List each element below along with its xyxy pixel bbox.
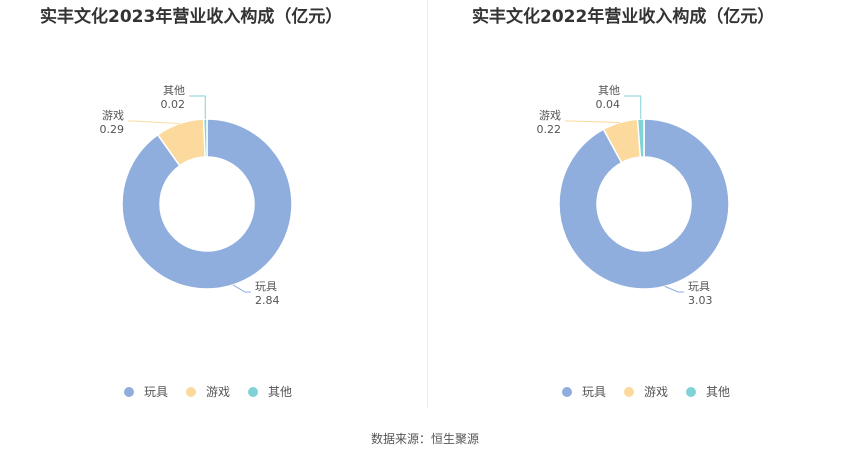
legend-item-other[interactable]: 其他: [248, 383, 292, 400]
donut-chart-2022: 玩具3.03 游戏0.22 其他0.04: [537, 84, 730, 307]
legend-item-games[interactable]: 游戏: [624, 383, 668, 400]
slice-label-value: 0.22: [537, 123, 562, 136]
slice-toys[interactable]: [558, 118, 730, 290]
legend-dot-icon: [686, 386, 697, 397]
slice-label-name: 玩具: [255, 280, 277, 293]
slice-label-value: 0.29: [100, 123, 125, 136]
legend-item-toys[interactable]: 玩具: [124, 383, 168, 400]
legend-dot-icon: [186, 386, 197, 397]
legend-dot-icon: [624, 386, 635, 397]
leader-line: [232, 284, 251, 293]
slice-other[interactable]: [636, 118, 645, 158]
legend-dot-icon: [562, 386, 572, 397]
legend-label: 游戏: [644, 385, 669, 399]
slice-toys[interactable]: [121, 118, 293, 290]
legend-item-games[interactable]: 游戏: [186, 383, 230, 400]
legend-2023: 玩具 游戏 其他: [124, 383, 310, 400]
slice-label-name: 玩具: [688, 280, 710, 293]
chart-title-2023: 实丰文化2023年营业收入构成（亿元）: [40, 7, 343, 27]
data-source-footer: 数据来源：恒生聚源: [370, 432, 479, 446]
slice-label-value: 2.84: [255, 294, 280, 307]
chart-title-2022: 实丰文化2022年营业收入构成（亿元）: [472, 7, 775, 27]
slice-label-value: 0.02: [161, 98, 186, 111]
legend-dot-icon: [124, 386, 134, 397]
chart-divider: [427, 0, 428, 408]
legend-2022: 玩具 游戏 其他: [562, 383, 748, 400]
slice-label-name: 其他: [598, 84, 620, 97]
slice-other[interactable]: [202, 118, 208, 158]
legend-label: 游戏: [206, 385, 231, 399]
legend-label: 玩具: [144, 385, 169, 399]
legend-item-other[interactable]: 其他: [686, 383, 730, 400]
legend-label: 其他: [268, 385, 293, 399]
slice-label-name: 游戏: [539, 109, 561, 122]
slice-label-value: 0.04: [596, 98, 621, 111]
leader-line: [128, 120, 180, 125]
leader-line: [624, 95, 642, 120]
slice-label-name: 其他: [163, 84, 185, 97]
leader-line: [565, 120, 620, 123]
leader-line: [189, 95, 206, 120]
slice-label-value: 3.03: [688, 294, 713, 307]
leader-line: [664, 285, 684, 293]
donut-chart-2023: 玩具2.84 游戏0.29 其他0.02: [100, 84, 293, 307]
legend-item-toys[interactable]: 玩具: [562, 383, 606, 400]
legend-label: 其他: [706, 385, 731, 399]
slice-label-name: 游戏: [102, 109, 124, 122]
legend-label: 玩具: [582, 385, 607, 399]
legend-dot-icon: [248, 386, 259, 397]
